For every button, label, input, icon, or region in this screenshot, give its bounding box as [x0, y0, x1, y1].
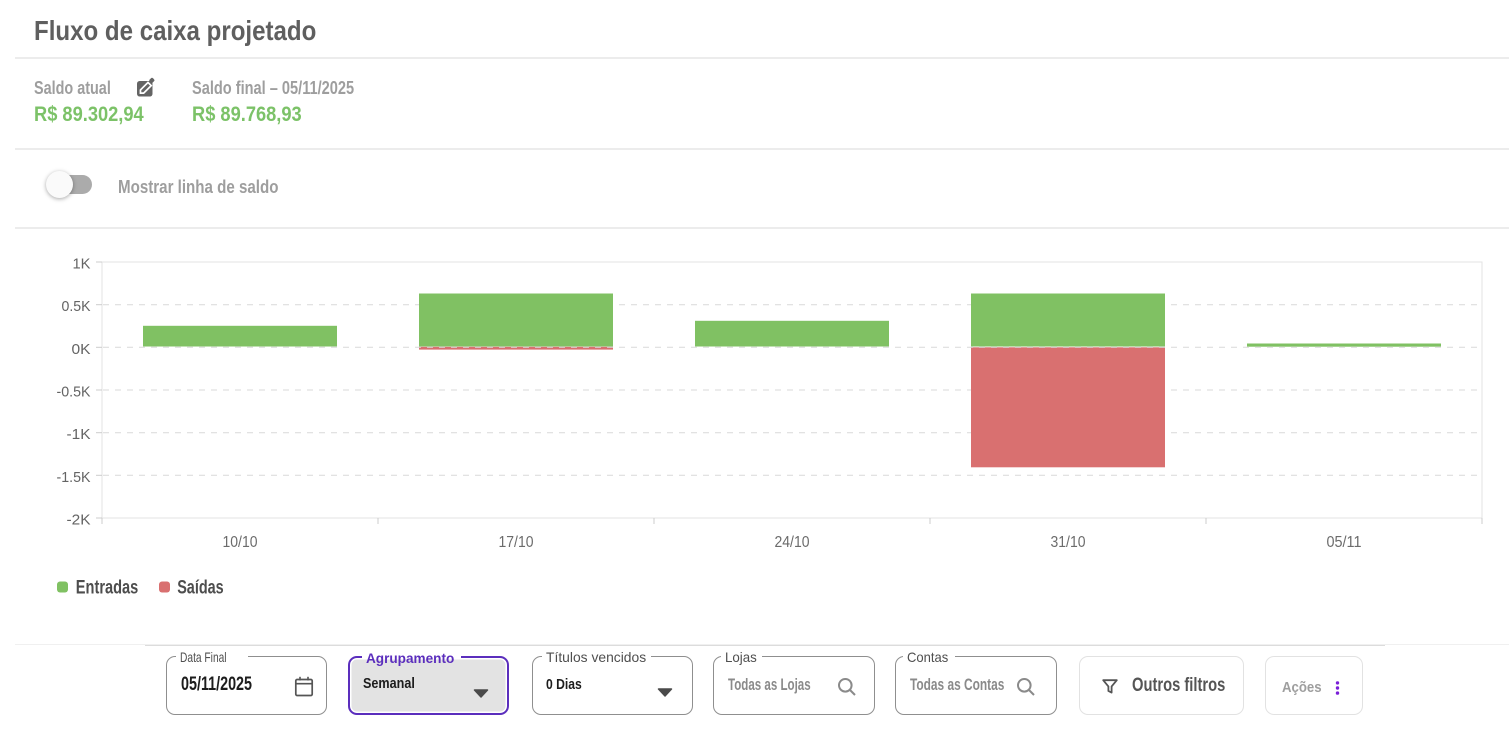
svg-text:31/10: 31/10 [1051, 534, 1086, 551]
svg-text:1K: 1K [73, 256, 91, 273]
svg-text:0K: 0K [72, 341, 91, 358]
svg-text:Entradas: Entradas [76, 578, 139, 599]
svg-text:-2K: -2K [67, 512, 91, 529]
svg-text:-1K: -1K [67, 426, 91, 443]
svg-text:-0.5K: -0.5K [57, 384, 91, 401]
svg-text:-1.5K: -1.5K [57, 469, 91, 486]
svg-text:Saídas: Saídas [177, 578, 224, 599]
svg-text:05/11: 05/11 [1327, 534, 1362, 551]
svg-text:17/10: 17/10 [499, 534, 534, 551]
svg-text:10/10: 10/10 [223, 534, 258, 551]
svg-text:24/10: 24/10 [775, 534, 810, 551]
svg-text:0.5K: 0.5K [62, 298, 91, 315]
